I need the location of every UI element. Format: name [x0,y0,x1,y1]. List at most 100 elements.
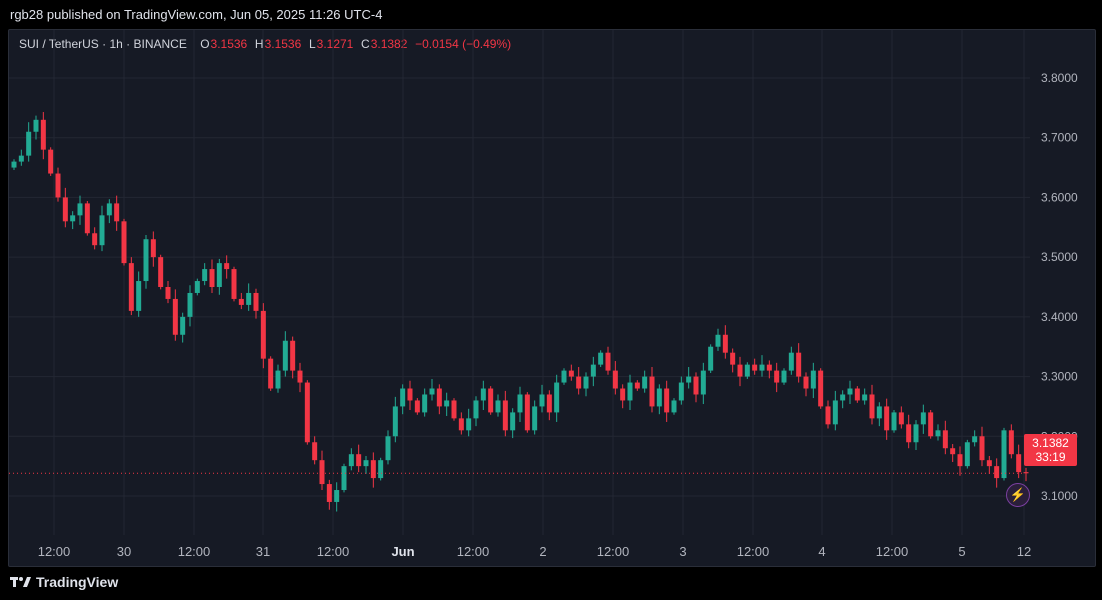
candle-body [898,412,904,425]
candle-body [334,490,340,502]
candle-body [378,460,384,479]
candle-body [77,203,83,216]
candle-body [913,424,919,443]
candle-body [598,352,604,365]
candle-body [136,281,142,311]
candle-body [290,340,296,371]
candle-body [612,370,618,389]
candle-body [950,448,956,455]
candle-body [92,233,98,246]
x-tick-label: 12:00 [317,544,350,559]
candle-body [840,394,846,401]
x-tick-label: 31 [256,544,270,559]
candle-body [187,292,193,317]
x-tick-label: Jun [391,544,414,559]
candle-body [620,388,626,401]
y-tick-label: 3.1000 [1041,489,1078,503]
candle-body [825,406,831,425]
candle-body [972,436,978,443]
candle-body [788,352,794,371]
candle-body [847,388,853,395]
candle-body [510,412,516,431]
candle-body [488,388,494,413]
candle-body [532,406,538,431]
candle-body [832,400,838,425]
candle-body [1008,430,1014,455]
candle-body [414,400,420,413]
candle-body [942,430,948,449]
candle-body [55,173,61,198]
candle-body [583,376,589,389]
candle-body [26,131,32,156]
candle-body [664,388,670,413]
candle-body [363,460,369,467]
candle-body [400,388,406,407]
candle-body [876,406,882,419]
candle-body [906,424,912,443]
candle-body [781,370,787,383]
candle-body [451,400,457,419]
symbol-label[interactable]: SUI / TetherUS · 1h · BINANCE [19,37,187,51]
candle-body [1016,454,1022,473]
y-tick-label: 3.6000 [1041,190,1078,204]
candle-body [319,460,325,485]
candle-body [928,412,934,437]
candle-body [436,388,442,407]
candle-body [1023,472,1029,474]
candle-body [121,221,127,264]
y-tick-label: 3.4000 [1041,310,1078,324]
candle-body [172,298,178,335]
candle-body [253,292,259,311]
candle-body [891,412,897,431]
candle-body [524,394,530,431]
open-value: 3.1536 [210,37,248,51]
x-tick-label: 12:00 [457,544,490,559]
candle-body [1001,430,1007,479]
candle-body [700,370,706,395]
candle-body [979,436,985,461]
candle-body [935,430,941,437]
candle-body [392,406,398,437]
candle-body [554,382,560,413]
lightning-icon[interactable]: ⚡ [1006,483,1030,507]
candle-body [444,400,450,407]
candle-body [649,376,655,407]
candle-body [920,412,926,425]
candle-body [385,436,391,461]
close-value: 3.1382 [370,37,408,51]
high-value: 3.1536 [264,37,302,51]
x-tick-label: 5 [958,544,965,559]
bar-countdown: 33:19 [1035,450,1066,464]
candle-body [502,400,508,431]
publish-header: rgb28 published on TradingView.com, Jun … [10,7,383,22]
brand-text: TradingView [36,574,119,590]
candle-body [708,346,714,371]
candle-body [348,454,354,467]
candle-body [957,454,963,467]
candle-body [766,364,772,371]
x-tick-label: 4 [818,544,825,559]
tradingview-logo-icon [10,577,31,587]
candle-body [40,119,46,150]
candle-body [180,316,186,335]
candle-body [231,269,237,299]
candle-body [128,263,134,311]
candle-body [803,376,809,389]
candle-body [796,352,802,377]
candle-body [671,400,677,413]
candle-body [964,442,970,467]
candle-body [627,382,633,401]
y-tick-label: 3.7000 [1041,131,1078,145]
candle-body [539,394,545,407]
candle-body [994,466,1000,479]
candle-body [33,119,39,132]
candle-body [18,155,24,162]
candle-body [268,358,274,389]
candle-body [759,364,765,371]
last-price-value: 3.1382 [1032,436,1069,450]
candle-body [480,388,486,401]
tradingview-brand: TradingView [10,574,118,590]
candle-body [216,263,222,287]
candle-body [70,215,76,222]
